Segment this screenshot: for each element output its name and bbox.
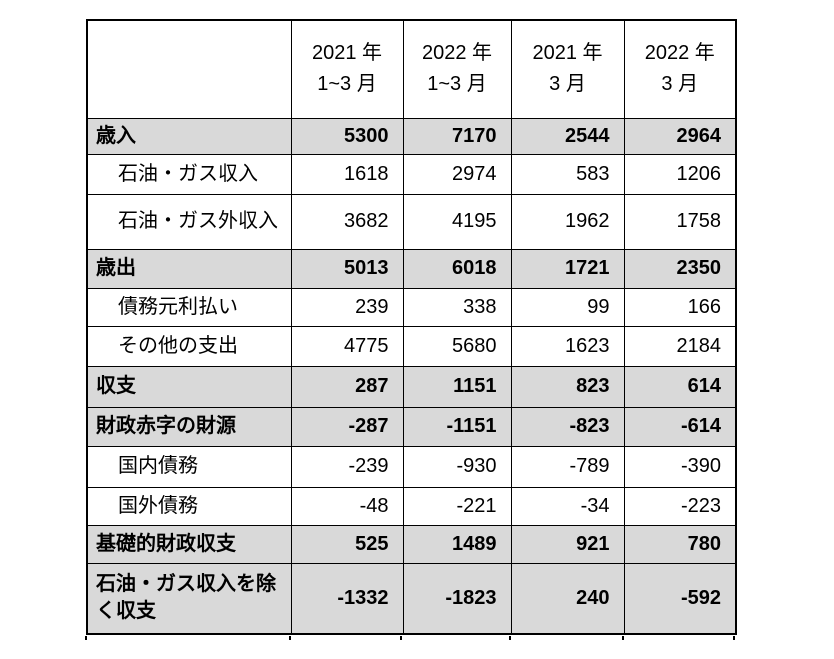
border-stub [509, 636, 511, 640]
col-header-line1: 2021 年 [311, 42, 383, 65]
value-cell: -1151 [402, 406, 512, 447]
col-header-line2: 1~3 月 [317, 73, 377, 96]
col-header-line2: 3 月 [661, 73, 699, 96]
value-cell: 2964 [623, 117, 737, 155]
value-cell: -823 [510, 406, 625, 447]
row-label: 国内債務 [86, 445, 292, 488]
value-cell: 2544 [510, 117, 625, 155]
value-cell: -48 [290, 486, 404, 526]
value-cell: 99 [510, 287, 625, 327]
value-cell: 5013 [290, 248, 404, 289]
col-header-2022-q1: 2022 年 1~3 月 [402, 19, 512, 119]
row-foreign-debt: 国外債務 -48 -221 -34 -223 [86, 486, 737, 526]
border-stub [400, 636, 402, 640]
value-cell: 1758 [623, 193, 737, 250]
value-cell: 4195 [402, 193, 512, 250]
header-row: 2021 年 1~3 月 2022 年 1~3 月 2021 年 3 月 202… [86, 19, 737, 119]
value-cell: -223 [623, 486, 737, 526]
border-stub [622, 636, 624, 640]
value-cell: 239 [290, 287, 404, 327]
value-cell: 525 [290, 524, 404, 564]
value-cell: 1206 [623, 153, 737, 195]
row-debt-service: 債務元利払い 239 338 99 166 [86, 287, 737, 327]
value-cell: 1623 [510, 325, 625, 367]
value-cell: 240 [510, 562, 625, 635]
row-label: 歳出 [86, 248, 292, 289]
value-cell: 1962 [510, 193, 625, 250]
value-cell: 614 [623, 365, 737, 408]
value-cell: 1721 [510, 248, 625, 289]
value-cell: -390 [623, 445, 737, 488]
row-label: 国外債務 [86, 486, 292, 526]
row-primary-balance: 基礎的財政収支 525 1489 921 780 [86, 524, 737, 564]
row-label: 債務元利払い [86, 287, 292, 327]
value-cell: 287 [290, 365, 404, 408]
value-cell: 5300 [290, 117, 404, 155]
value-cell: 1489 [402, 524, 512, 564]
value-cell: 921 [510, 524, 625, 564]
row-non-oil-gas-revenue: 石油・ガス外収入 3682 4195 1962 1758 [86, 193, 737, 250]
value-cell: -221 [402, 486, 512, 526]
row-label: 歳入 [86, 117, 292, 155]
value-cell: 823 [510, 365, 625, 408]
value-cell: -1823 [402, 562, 512, 635]
col-header-line1: 2021 年 [532, 42, 603, 65]
value-cell: -34 [510, 486, 625, 526]
row-label: 財政赤字の財源 [86, 406, 292, 447]
col-header-line1: 2022 年 [644, 42, 715, 65]
border-stub [85, 636, 87, 640]
value-cell: -930 [402, 445, 512, 488]
value-cell: -287 [290, 406, 404, 447]
value-cell: -789 [510, 445, 625, 488]
border-stub [733, 636, 735, 640]
row-label: 基礎的財政収支 [86, 524, 292, 564]
col-header-2022-mar: 2022 年 3 月 [623, 19, 737, 119]
row-label: 石油・ガス収入を除く収支 [86, 562, 292, 635]
value-cell: 1151 [402, 365, 512, 408]
value-cell: 3682 [290, 193, 404, 250]
row-domestic-debt: 国内債務 -239 -930 -789 -390 [86, 445, 737, 488]
fiscal-table: 2021 年 1~3 月 2022 年 1~3 月 2021 年 3 月 202… [86, 19, 737, 635]
value-cell: 338 [402, 287, 512, 327]
value-cell: 4775 [290, 325, 404, 367]
row-label: 収支 [86, 365, 292, 408]
value-cell: -592 [623, 562, 737, 635]
corner-cell [86, 19, 292, 119]
value-cell: 166 [623, 287, 737, 327]
col-header-line1: 2022 年 [421, 42, 493, 65]
row-label: その他の支出 [86, 325, 292, 367]
row-deficit-financing: 財政赤字の財源 -287 -1151 -823 -614 [86, 406, 737, 447]
row-expenditure: 歳出 5013 6018 1721 2350 [86, 248, 737, 289]
col-header-2021-mar: 2021 年 3 月 [510, 19, 625, 119]
value-cell: 2350 [623, 248, 737, 289]
row-oil-gas-revenue: 石油・ガス収入 1618 2974 583 1206 [86, 153, 737, 195]
row-revenue: 歳入 5300 7170 2544 2964 [86, 117, 737, 155]
value-cell: 780 [623, 524, 737, 564]
row-label: 石油・ガス外収入 [86, 193, 292, 250]
value-cell: 7170 [402, 117, 512, 155]
value-cell: 1618 [290, 153, 404, 195]
row-balance: 収支 287 1151 823 614 [86, 365, 737, 408]
value-cell: -1332 [290, 562, 404, 635]
row-other-expenditure: その他の支出 4775 5680 1623 2184 [86, 325, 737, 367]
border-stub [289, 636, 291, 640]
value-cell: 2974 [402, 153, 512, 195]
col-header-2021-q1: 2021 年 1~3 月 [290, 19, 404, 119]
col-header-line2: 1~3 月 [427, 73, 487, 96]
row-non-oil-balance: 石油・ガス収入を除く収支 -1332 -1823 240 -592 [86, 562, 737, 635]
col-header-line2: 3 月 [549, 73, 586, 96]
value-cell: 2184 [623, 325, 737, 367]
value-cell: -239 [290, 445, 404, 488]
value-cell: 6018 [402, 248, 512, 289]
row-label: 石油・ガス収入 [86, 153, 292, 195]
value-cell: 583 [510, 153, 625, 195]
value-cell: -614 [623, 406, 737, 447]
value-cell: 5680 [402, 325, 512, 367]
